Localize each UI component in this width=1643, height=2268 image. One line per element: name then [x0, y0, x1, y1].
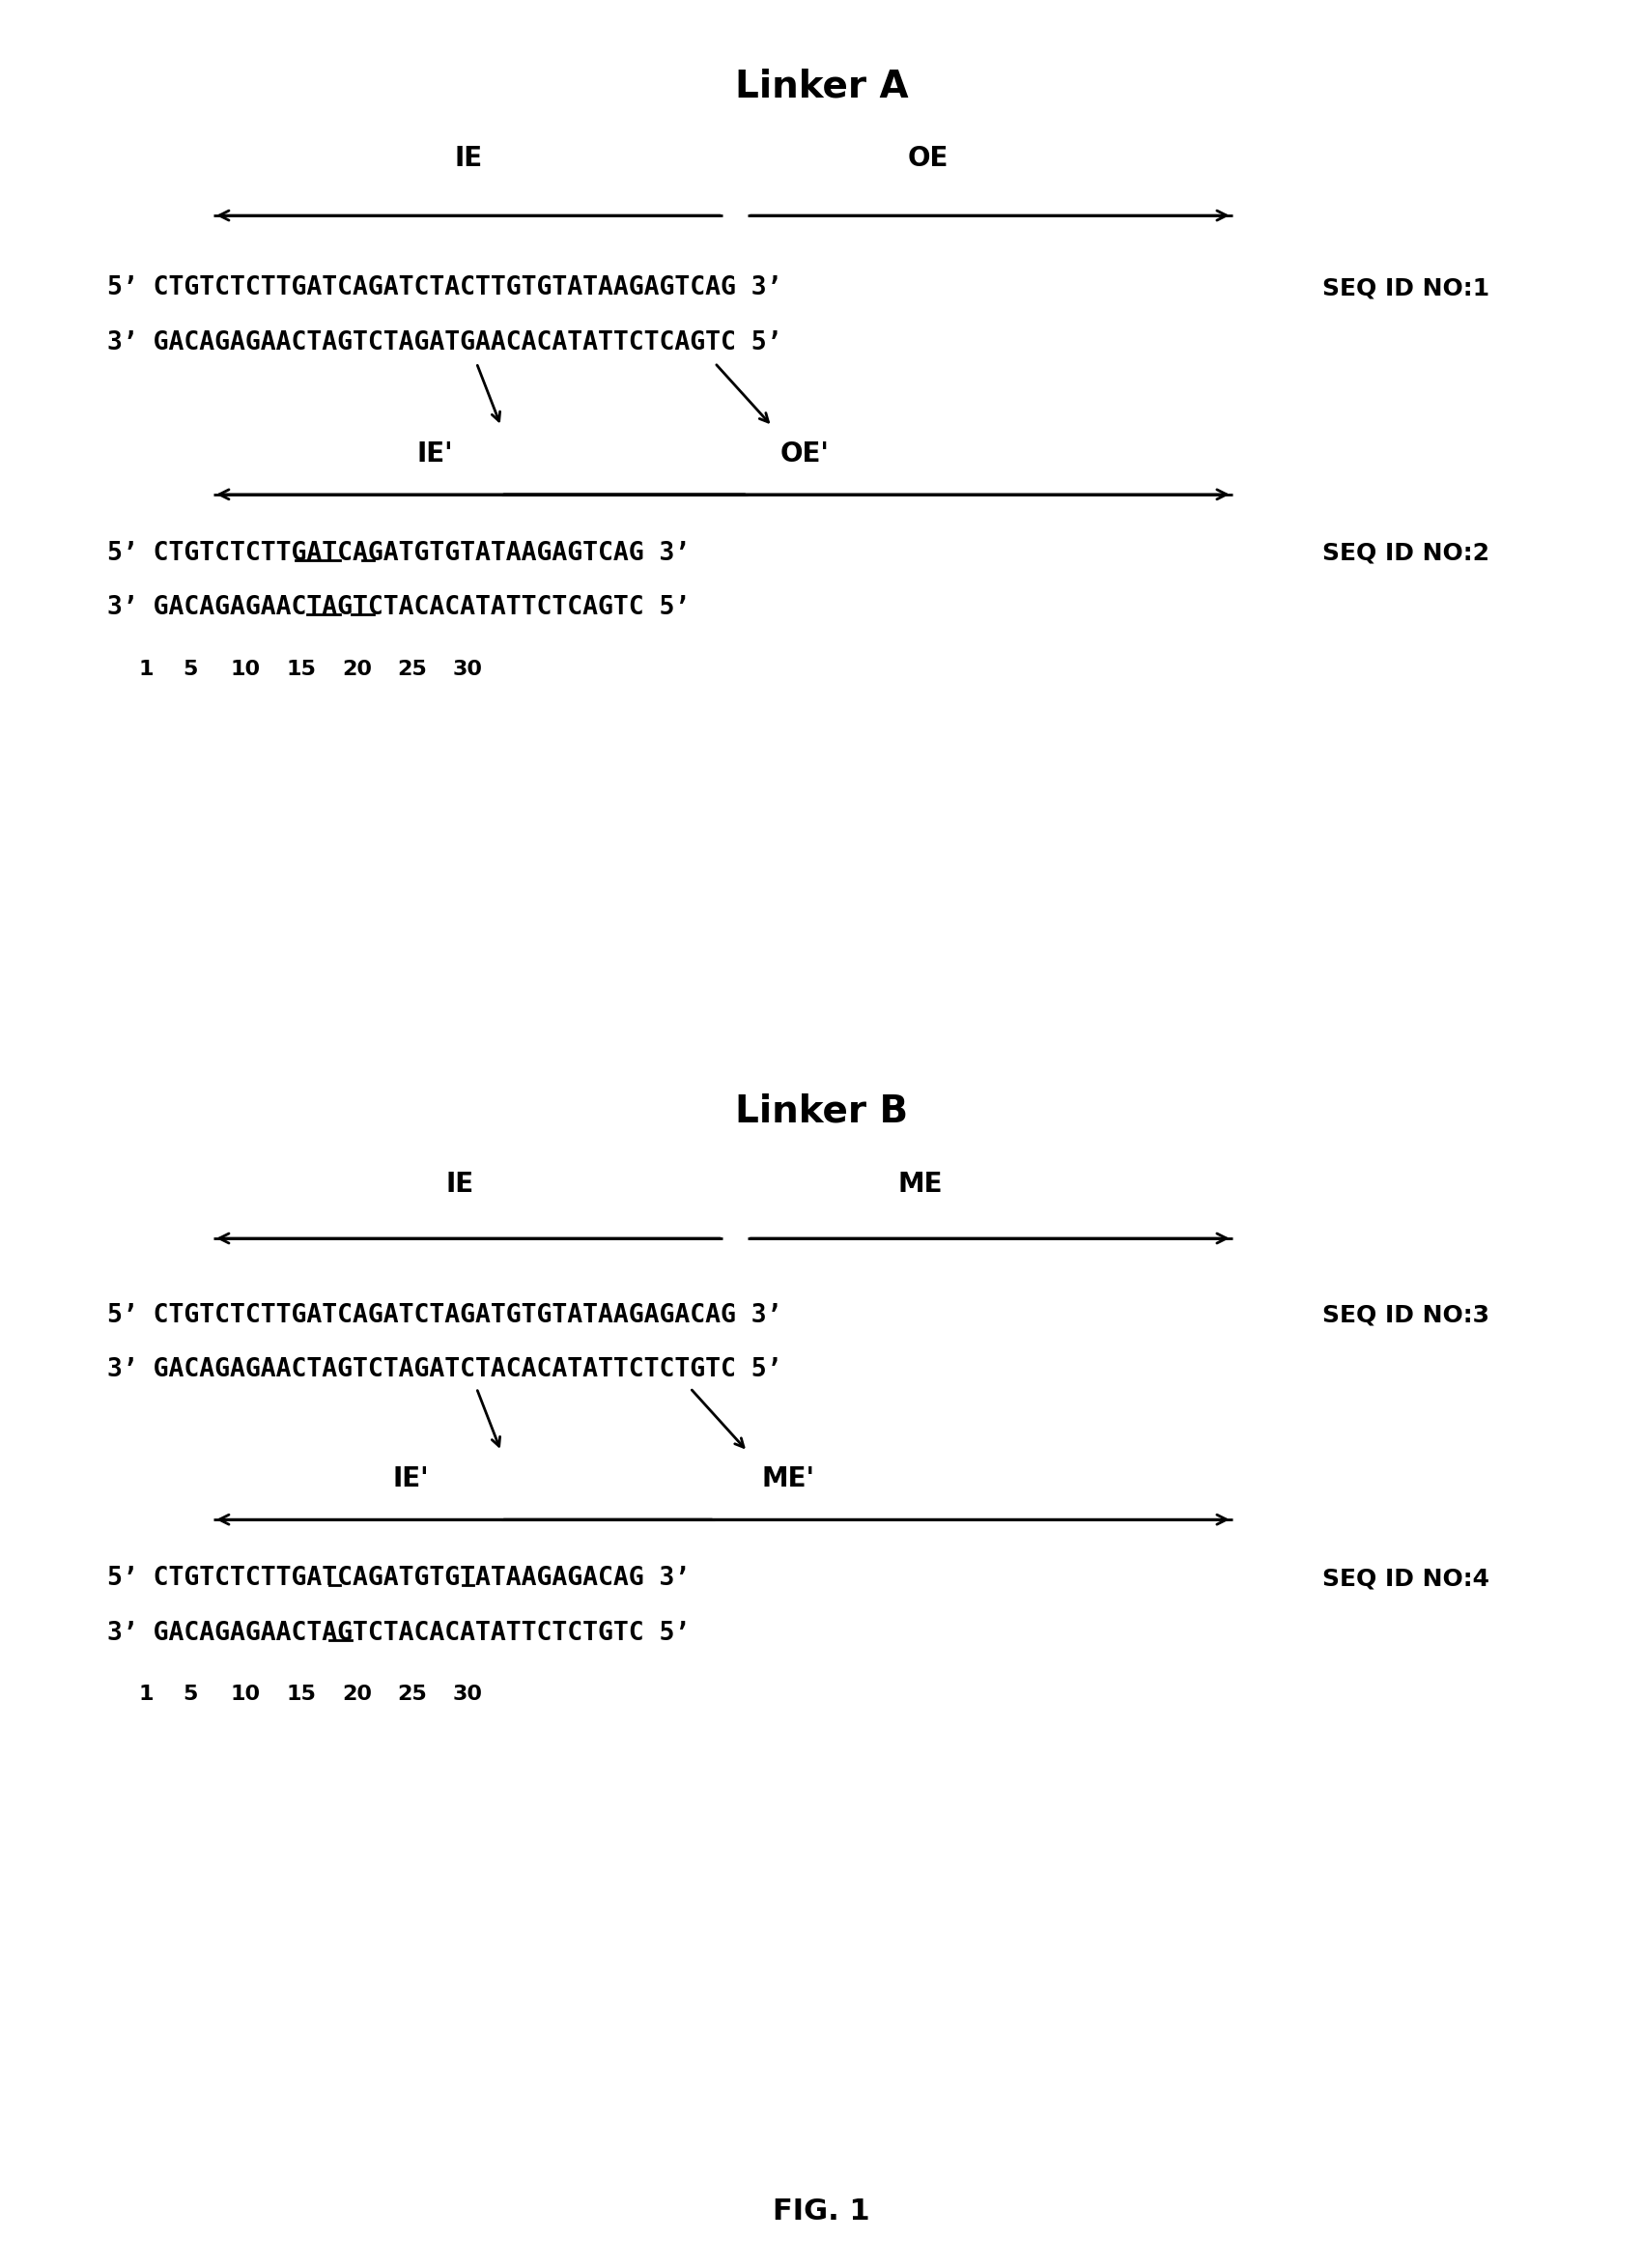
Text: OE': OE'	[780, 440, 830, 467]
Text: 30: 30	[453, 1685, 483, 1703]
Text: 3’ GACAGAGAACTAGTCTAGATCTACACATATTCTCTGTC 5’: 3’ GACAGAGAACTAGTCTAGATCTACACATATTCTCTGT…	[107, 1356, 782, 1383]
Text: 5’ CTGTCTCTTGATCAGATGTGTATAAGAGTCAG 3’: 5’ CTGTCTCTTGATCAGATGTGTATAAGAGTCAG 3’	[107, 540, 690, 567]
Text: SEQ ID NO:3: SEQ ID NO:3	[1323, 1304, 1490, 1327]
Text: 5: 5	[182, 1685, 197, 1703]
Text: IE': IE'	[417, 440, 453, 467]
Text: 1: 1	[138, 660, 153, 678]
Text: 25: 25	[398, 660, 427, 678]
Text: 3’ GACAGAGAACTAGTCTACACATATTCTCAGTC 5’: 3’ GACAGAGAACTAGTCTACACATATTCTCAGTC 5’	[107, 594, 690, 621]
Text: 25: 25	[398, 1685, 427, 1703]
Text: SEQ ID NO:1: SEQ ID NO:1	[1323, 277, 1490, 299]
Text: SEQ ID NO:4: SEQ ID NO:4	[1323, 1567, 1490, 1590]
Text: Linker B: Linker B	[734, 1093, 909, 1129]
Text: ME: ME	[897, 1170, 943, 1198]
Text: 5: 5	[182, 660, 197, 678]
Text: SEQ ID NO:2: SEQ ID NO:2	[1323, 542, 1490, 565]
Text: IE: IE	[453, 145, 483, 172]
Text: 10: 10	[230, 1685, 261, 1703]
Text: 20: 20	[342, 660, 371, 678]
Text: 5’ CTGTCTCTTGATCAGATGTGTATAAGAGACAG 3’: 5’ CTGTCTCTTGATCAGATGTGTATAAGAGACAG 3’	[107, 1565, 690, 1592]
Text: IE: IE	[445, 1170, 475, 1198]
Text: 30: 30	[453, 660, 483, 678]
Text: ME': ME'	[762, 1465, 815, 1492]
Text: 15: 15	[286, 660, 315, 678]
Text: 20: 20	[342, 1685, 371, 1703]
Text: Linker A: Linker A	[734, 68, 909, 104]
Text: 10: 10	[230, 660, 261, 678]
Text: IE': IE'	[393, 1465, 429, 1492]
Text: 1: 1	[138, 1685, 153, 1703]
Text: OE: OE	[909, 145, 948, 172]
Text: 5’ CTGTCTCTTGATCAGATCTAGATGTGTATAAGAGACAG 3’: 5’ CTGTCTCTTGATCAGATCTAGATGTGTATAAGAGACA…	[107, 1302, 782, 1329]
Text: 5’ CTGTCTCTTGATCAGATCTACTTGTGTATAAGAGTCAG 3’: 5’ CTGTCTCTTGATCAGATCTACTTGTGTATAAGAGTCA…	[107, 274, 782, 302]
Text: 15: 15	[286, 1685, 315, 1703]
Text: 3’ GACAGAGAACTAGTCTAGATGAACACATATTCTCAGTC 5’: 3’ GACAGAGAACTAGTCTAGATGAACACATATTCTCAGT…	[107, 329, 782, 356]
Text: 3’ GACAGAGAACTAGTCTACACATATTCTCTGTC 5’: 3’ GACAGAGAACTAGTCTACACATATTCTCTGTC 5’	[107, 1619, 690, 1647]
Text: FIG. 1: FIG. 1	[772, 2198, 871, 2225]
